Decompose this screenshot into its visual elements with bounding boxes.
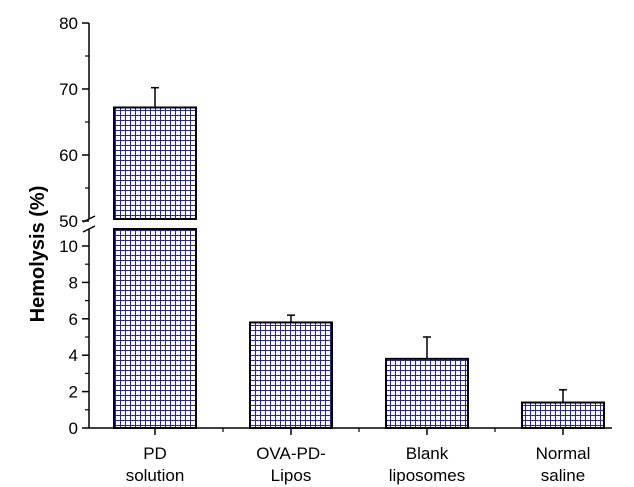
y-tick-label: 2	[69, 383, 78, 402]
y-axis-title: Hemolysis (%)	[27, 186, 49, 323]
bar	[385, 357, 469, 429]
bar	[249, 321, 333, 429]
x-category-label: liposomes	[389, 466, 466, 485]
error-bars	[151, 86, 567, 403]
y-tick-label: 8	[69, 273, 78, 292]
x-category-label: OVA-PD-	[256, 444, 326, 463]
bar-upper-segment	[113, 106, 197, 220]
y-tick-label: 50	[59, 212, 78, 231]
x-category-label: solution	[126, 466, 185, 485]
bar	[521, 401, 605, 429]
x-category-label: Normal	[536, 444, 591, 463]
x-category-labels: PD solution OVA-PD- Lipos Blank liposomes Norm…	[126, 444, 591, 485]
x-category-label: PD	[143, 444, 167, 463]
x-category-label: Lipos	[271, 466, 312, 485]
axis-break-mark-lower	[82, 225, 96, 233]
x-category-label: Blank	[406, 444, 449, 463]
bars	[113, 106, 605, 429]
y-ticks: 0 2 4 6 8 10 50 60 70 80	[59, 14, 89, 438]
y-tick-label: 80	[59, 14, 78, 33]
y-tick-label: 6	[69, 310, 78, 329]
y-tick-label: 4	[69, 346, 78, 365]
y-tick-label: 0	[69, 419, 78, 438]
y-tick-label: 70	[59, 80, 78, 99]
y-tick-label: 60	[59, 146, 78, 165]
y-tick-label: 10	[59, 237, 78, 256]
bar-lower-segment	[113, 228, 197, 429]
x-category-label: saline	[541, 466, 585, 485]
